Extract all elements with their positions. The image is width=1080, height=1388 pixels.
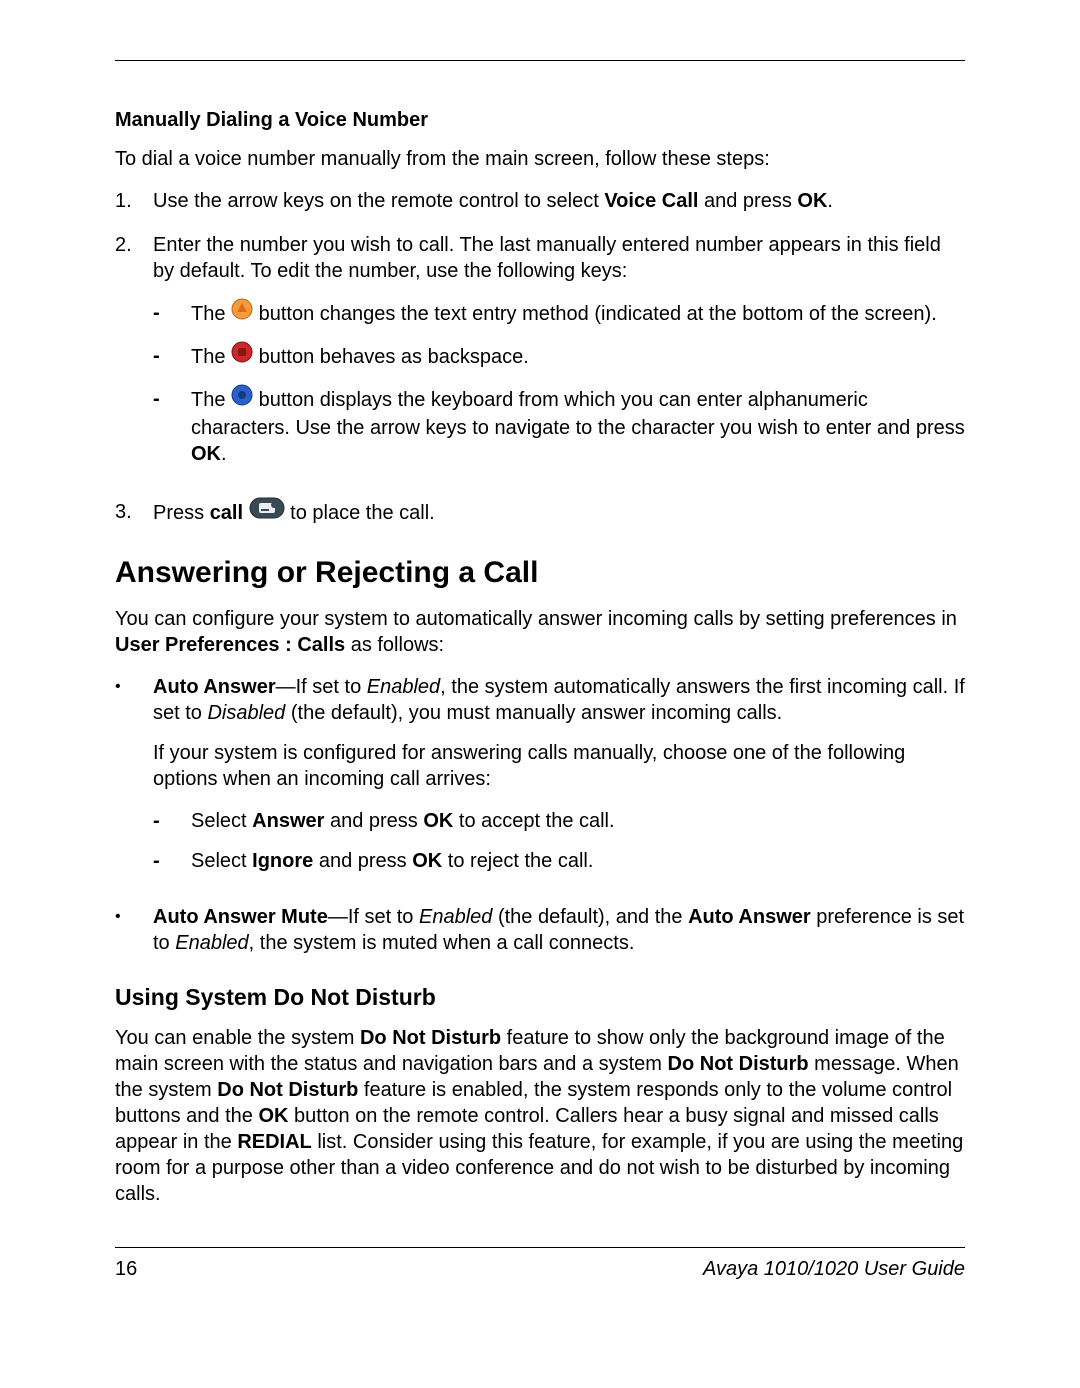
step-body: Press call to place the call. — [153, 499, 965, 528]
bullet-red: - The button behaves as backspace. — [153, 343, 965, 372]
call-button-icon — [249, 497, 285, 526]
page-number: 16 — [115, 1258, 137, 1281]
section2-bullets: • Auto Answer—If set to Enabled, the sys… — [115, 674, 965, 956]
step-number: 1. — [115, 188, 153, 214]
step-3: 3. Press call to place the call. — [115, 499, 965, 528]
top-rule — [115, 60, 965, 61]
section1-steps: 1. Use the arrow keys on the remote cont… — [115, 188, 965, 528]
section2-title: Answering or Rejecting a Call — [115, 556, 965, 590]
step-number: 2. — [115, 232, 153, 481]
sub-answer: - Select Answer and press OK to accept t… — [153, 808, 965, 834]
bullet-orange: - The button changes the text entry meth… — [153, 300, 965, 329]
bullet-auto-answer-mute: • Auto Answer Mute—If set to Enabled (th… — [115, 904, 965, 956]
auto-answer-subbullets: - Select Answer and press OK to accept t… — [153, 808, 965, 874]
step-body: Enter the number you wish to call. The l… — [153, 232, 965, 481]
bullet-auto-answer: • Auto Answer—If set to Enabled, the sys… — [115, 674, 965, 888]
bullet-blue: - The button displays the keyboard from … — [153, 386, 965, 467]
square-button-icon — [231, 341, 253, 370]
page-footer: 16 Avaya 1010/1020 User Guide — [115, 1248, 965, 1281]
sub-ignore: - Select Ignore and press OK to reject t… — [153, 848, 965, 874]
section2-intro: You can configure your system to automat… — [115, 606, 965, 658]
step-body: Use the arrow keys on the remote control… — [153, 188, 965, 214]
triangle-button-icon — [231, 298, 253, 327]
step2-bullets: - The button changes the text entry meth… — [153, 300, 965, 467]
doc-title: Avaya 1010/1020 User Guide — [703, 1258, 965, 1281]
section1-title: Manually Dialing a Voice Number — [115, 109, 965, 132]
circle-button-icon — [231, 384, 253, 413]
step-2: 2. Enter the number you wish to call. Th… — [115, 232, 965, 481]
section3-title: Using System Do Not Disturb — [115, 984, 965, 1011]
step-1: 1. Use the arrow keys on the remote cont… — [115, 188, 965, 214]
section3-body: You can enable the system Do Not Disturb… — [115, 1025, 965, 1207]
step-number: 3. — [115, 499, 153, 528]
section1-intro: To dial a voice number manually from the… — [115, 146, 965, 172]
